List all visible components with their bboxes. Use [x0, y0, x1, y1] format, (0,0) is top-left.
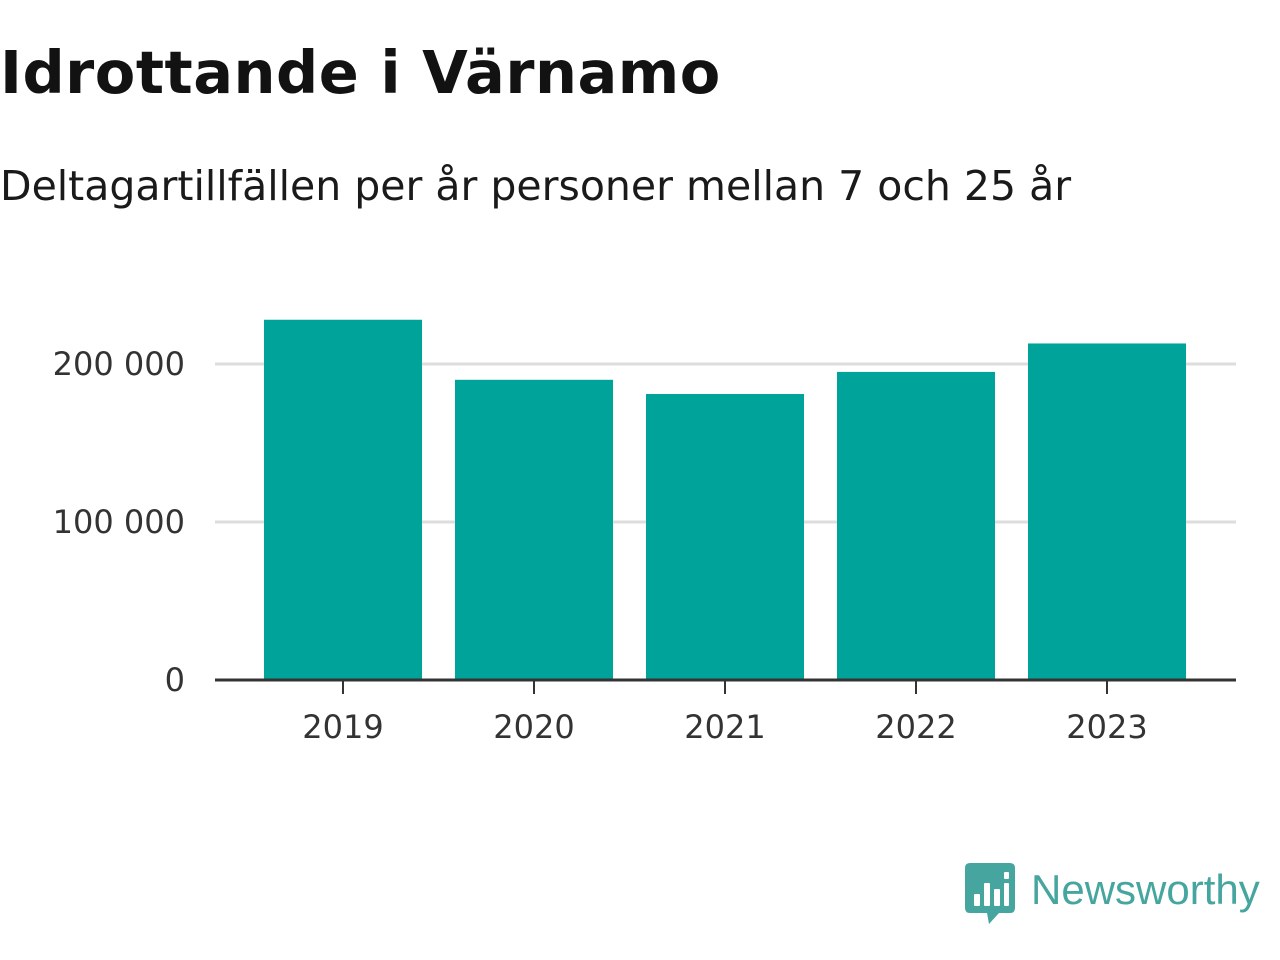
bar-2019	[264, 319, 422, 680]
bars	[264, 319, 1186, 680]
x-tick-label: 2021	[684, 708, 765, 746]
x-tick-label: 2019	[302, 708, 383, 746]
y-tick-label: 100 000	[53, 503, 185, 541]
bar-2021	[646, 394, 804, 680]
axes	[215, 678, 1236, 694]
bar-chart: 0 100 000 200 000 2019 2020 2021 2022 2023	[53, 319, 1236, 746]
newsworthy-logo-icon	[965, 863, 1015, 929]
chart-title: Idrottande i Värnamo	[0, 38, 721, 107]
bar-2022	[837, 371, 995, 680]
x-tick-label: 2023	[1066, 708, 1147, 746]
y-tick-label: 0	[165, 661, 185, 699]
x-tick-label: 2022	[875, 708, 956, 746]
brand-name: Newsworthy	[1031, 866, 1260, 913]
y-tick-label: 200 000	[53, 345, 185, 383]
bar-2023	[1028, 343, 1186, 680]
chart-subtitle: Deltagartillfällen per år personer mella…	[0, 162, 1072, 210]
x-tick-label: 2020	[493, 708, 574, 746]
bar-2020	[455, 379, 613, 680]
tick-labels: 0 100 000 200 000 2019 2020 2021 2022 2023	[53, 345, 1148, 746]
brand-logo: Newsworthy	[965, 863, 1260, 929]
